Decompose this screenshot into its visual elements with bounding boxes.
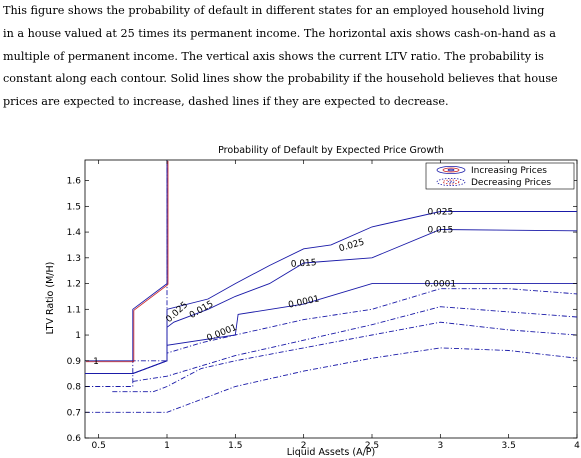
default-probability-chart: Probability of Default by Expected Price… <box>45 145 580 458</box>
contour-line-decreasing-8 <box>112 321 578 393</box>
figure-caption: This figure shows the probability of def… <box>3 0 578 114</box>
contour-lines <box>85 160 578 413</box>
legend: Increasing Prices Decreasing Prices <box>425 162 575 190</box>
caption-line: multiple of permanent income. The vertic… <box>3 49 544 63</box>
x-tick-label: 4 <box>574 441 580 451</box>
y-tick-label: 1.1 <box>67 305 81 315</box>
caption-line: in a house valued at 25 times its perman… <box>3 26 556 40</box>
contour-line-decreasing-6 <box>132 288 578 375</box>
legend-label-increasing: Increasing Prices <box>471 166 547 176</box>
caption-line: This figure shows the probability of def… <box>3 4 545 17</box>
y-tick-label: 1.3 <box>67 254 81 264</box>
y-tick-label: 1 <box>75 331 81 341</box>
plot-area <box>84 159 578 439</box>
x-tick-label: 1.5 <box>228 441 242 451</box>
legend-swatch-increasing <box>436 165 466 174</box>
y-axis-label: LTV Ratio (M/H) <box>45 262 56 335</box>
x-tick-label: 1 <box>164 441 170 451</box>
y-tick-label: 0.8 <box>67 383 82 393</box>
y-tick-label: 0.6 <box>67 434 82 444</box>
x-tick-label: 3.5 <box>502 441 516 451</box>
red-boundary-segment <box>133 284 169 311</box>
contour-label: 0.0001 <box>425 280 457 290</box>
contour-label: 1 <box>93 357 99 367</box>
y-tick-label: 1.2 <box>67 280 81 290</box>
legend-swatch-decreasing <box>436 177 466 186</box>
contour-line-decreasing-7 <box>132 306 578 382</box>
contour-line-decreasing-5 <box>85 160 168 387</box>
x-tick-label: 0.5 <box>92 441 106 451</box>
contour-label: 0.025 <box>427 207 453 217</box>
legend-box <box>425 162 575 190</box>
x-axis-label: Liquid Assets (A/P) <box>287 447 375 458</box>
contour-line-decreasing-9 <box>85 347 578 413</box>
legend-label-decreasing: Decreasing Prices <box>471 178 551 188</box>
y-tick-label: 1.5 <box>67 202 81 212</box>
y-tick-label: 1.6 <box>67 177 82 187</box>
contour-label: 0.015 <box>291 258 317 270</box>
contour-label: 0.015 <box>427 226 453 236</box>
x-tick-label: 2.5 <box>365 441 379 451</box>
x-tick-label: 3 <box>437 441 443 451</box>
y-tick-label: 0.7 <box>67 408 81 418</box>
x-tick-label: 2 <box>301 441 307 451</box>
y-axis-ticks: 0.6 0.7 0.8 0.9 1 1.1 1.2 1.3 1.4 1.5 1.6 <box>67 177 577 444</box>
y-tick-label: 0.9 <box>67 357 82 367</box>
chart-title: Probability of Default by Expected Price… <box>218 145 444 156</box>
caption-line: prices are expected to increase, dashed … <box>3 95 449 109</box>
caption-line: constant along each contour. Solid lines… <box>3 72 558 86</box>
y-tick-label: 1.4 <box>67 228 82 238</box>
